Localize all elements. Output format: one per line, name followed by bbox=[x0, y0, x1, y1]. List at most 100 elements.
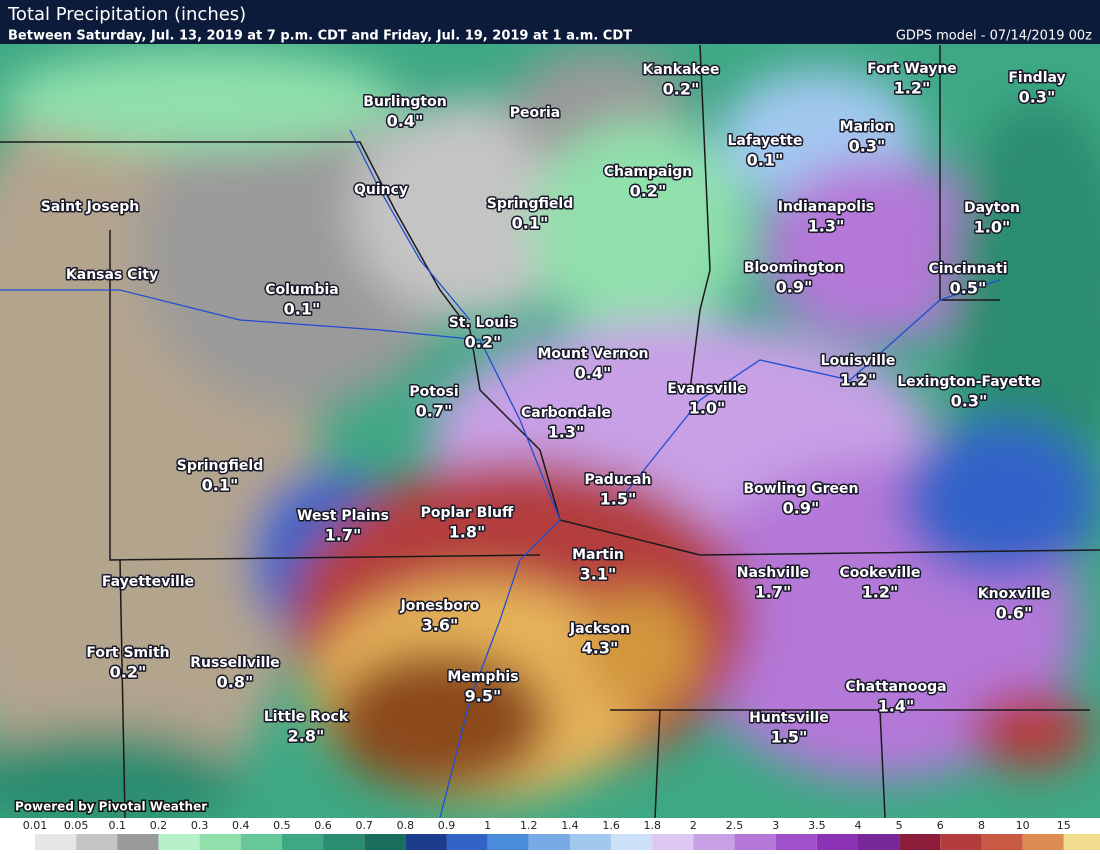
legend-swatch bbox=[158, 834, 200, 850]
legend-label: 0.8 bbox=[397, 819, 415, 832]
city-amount: 1.0" bbox=[689, 399, 726, 418]
city-name: Evansville bbox=[667, 381, 746, 397]
legend-swatch bbox=[1063, 834, 1100, 850]
city-name: Russellville bbox=[190, 655, 280, 671]
city-amount: 1.5" bbox=[600, 490, 637, 509]
city-name: Lexington-Fayette bbox=[897, 374, 1041, 390]
city-amount: 0.2" bbox=[663, 80, 700, 99]
city-name: Mount Vernon bbox=[537, 346, 648, 362]
legend-label: 8 bbox=[978, 819, 985, 832]
city-amount: 1.7" bbox=[325, 526, 362, 545]
city-amount: 0.1" bbox=[202, 476, 239, 495]
legend-label: 0.3 bbox=[191, 819, 209, 832]
city-amount: 0.7" bbox=[416, 402, 453, 421]
legend-swatch bbox=[1022, 834, 1064, 850]
city-amount: 0.3" bbox=[849, 137, 886, 156]
city-name: Huntsville bbox=[749, 710, 829, 726]
model-info: GDPS model - 07/14/2019 00z bbox=[896, 29, 1092, 44]
city-name: Fort Wayne bbox=[867, 61, 957, 77]
legend-label: 1.6 bbox=[602, 819, 620, 832]
city-amount: 1.3" bbox=[808, 217, 845, 236]
city-name: Kankakee bbox=[643, 62, 720, 78]
city-amount: 1.7" bbox=[755, 583, 792, 602]
legend-swatch bbox=[364, 834, 406, 850]
city-name: Springfield bbox=[487, 196, 574, 212]
legend-label: 0.7 bbox=[355, 819, 373, 832]
legend-swatch bbox=[487, 834, 529, 850]
city-name: Nashville bbox=[737, 565, 809, 581]
city-name: Springfield bbox=[177, 458, 264, 474]
city-name: Champaign bbox=[604, 164, 693, 180]
city-amount: 0.5" bbox=[950, 279, 987, 298]
city-amount: 1.2" bbox=[862, 583, 899, 602]
city-name: Memphis bbox=[447, 669, 518, 685]
legend-label: 0.4 bbox=[232, 819, 250, 832]
legend-swatch bbox=[940, 834, 982, 850]
city-amount: 0.4" bbox=[387, 112, 424, 131]
legend-label: 1.4 bbox=[561, 819, 579, 832]
legend-swatch bbox=[281, 834, 324, 850]
legend-label: 4 bbox=[855, 819, 862, 832]
city-name: Quincy bbox=[354, 182, 408, 198]
city-amount: 0.1" bbox=[512, 214, 549, 233]
city-name: St. Louis bbox=[449, 315, 518, 331]
city-name: Kansas City bbox=[66, 267, 158, 283]
legend-swatch bbox=[775, 834, 817, 850]
city-amount: 1.5" bbox=[771, 728, 808, 747]
city-name: Paducah bbox=[584, 472, 651, 488]
legend-label: 0.9 bbox=[438, 819, 456, 832]
city-name: Jonesboro bbox=[400, 598, 480, 614]
city-amount: 0.2" bbox=[465, 333, 502, 352]
legend-swatch bbox=[858, 834, 900, 850]
header-bar bbox=[0, 0, 1100, 44]
legend-label: 1 bbox=[484, 819, 491, 832]
map-title: Total Precipitation (inches) bbox=[7, 4, 246, 25]
legend-swatch bbox=[734, 834, 776, 850]
city-name: Columbia bbox=[265, 282, 339, 298]
legend-swatch bbox=[981, 834, 1023, 850]
legend-swatch bbox=[323, 834, 365, 850]
city-name: Knoxville bbox=[978, 586, 1050, 602]
city-name: Fayetteville bbox=[102, 574, 194, 590]
city-amount: 1.2" bbox=[840, 371, 877, 390]
legend-label: 0.5 bbox=[273, 819, 291, 832]
city-name: Indianapolis bbox=[778, 199, 874, 215]
legend-swatch bbox=[569, 834, 612, 850]
legend-swatch bbox=[199, 834, 241, 850]
legend-label: 1.8 bbox=[644, 819, 662, 832]
city-name: Cincinnati bbox=[928, 261, 1007, 277]
city-amount: 0.8" bbox=[217, 673, 254, 692]
city-amount: 0.1" bbox=[284, 300, 321, 319]
city-name: Lafayette bbox=[728, 133, 803, 149]
city-name: Marion bbox=[840, 119, 895, 135]
city-amount: 0.3" bbox=[951, 392, 988, 411]
legend-swatch bbox=[117, 834, 159, 850]
city-amount: 0.1" bbox=[747, 151, 784, 170]
city-amount: 9.5" bbox=[465, 687, 502, 706]
city-name: Chattanooga bbox=[845, 679, 946, 695]
city-amount: 1.0" bbox=[974, 218, 1011, 237]
legend-swatch bbox=[652, 834, 694, 850]
city-amount: 0.2" bbox=[630, 182, 667, 201]
legend-label: 2 bbox=[690, 819, 697, 832]
city-amount: 3.1" bbox=[580, 565, 617, 584]
city-amount: 3.6" bbox=[422, 616, 459, 635]
legend-swatch bbox=[240, 834, 282, 850]
legend-label: 0.01 bbox=[23, 819, 48, 832]
city-name: West Plains bbox=[297, 508, 389, 524]
city-name: Findlay bbox=[1008, 70, 1065, 86]
city-name: Louisville bbox=[821, 353, 896, 369]
legend-swatch bbox=[0, 834, 35, 850]
city-name: Fort Smith bbox=[86, 645, 169, 661]
legend-swatch bbox=[405, 834, 447, 850]
city-name: Little Rock bbox=[264, 709, 349, 725]
legend-swatch bbox=[528, 834, 570, 850]
legend-label: 10 bbox=[1016, 819, 1030, 832]
legend-label: 0.6 bbox=[314, 819, 332, 832]
legend-swatch bbox=[446, 834, 488, 850]
city-amount: 2.8" bbox=[288, 727, 325, 746]
city-amount: 0.2" bbox=[110, 663, 147, 682]
city-name: Poplar Bluff bbox=[421, 505, 514, 521]
legend: 0.01 0.05 0.1 0.2 0.3 0.4 0.5 0.6 0.7 0.8 0.9 1 1.2 1… bbox=[0, 819, 1100, 850]
legend-label: 15 bbox=[1057, 819, 1071, 832]
